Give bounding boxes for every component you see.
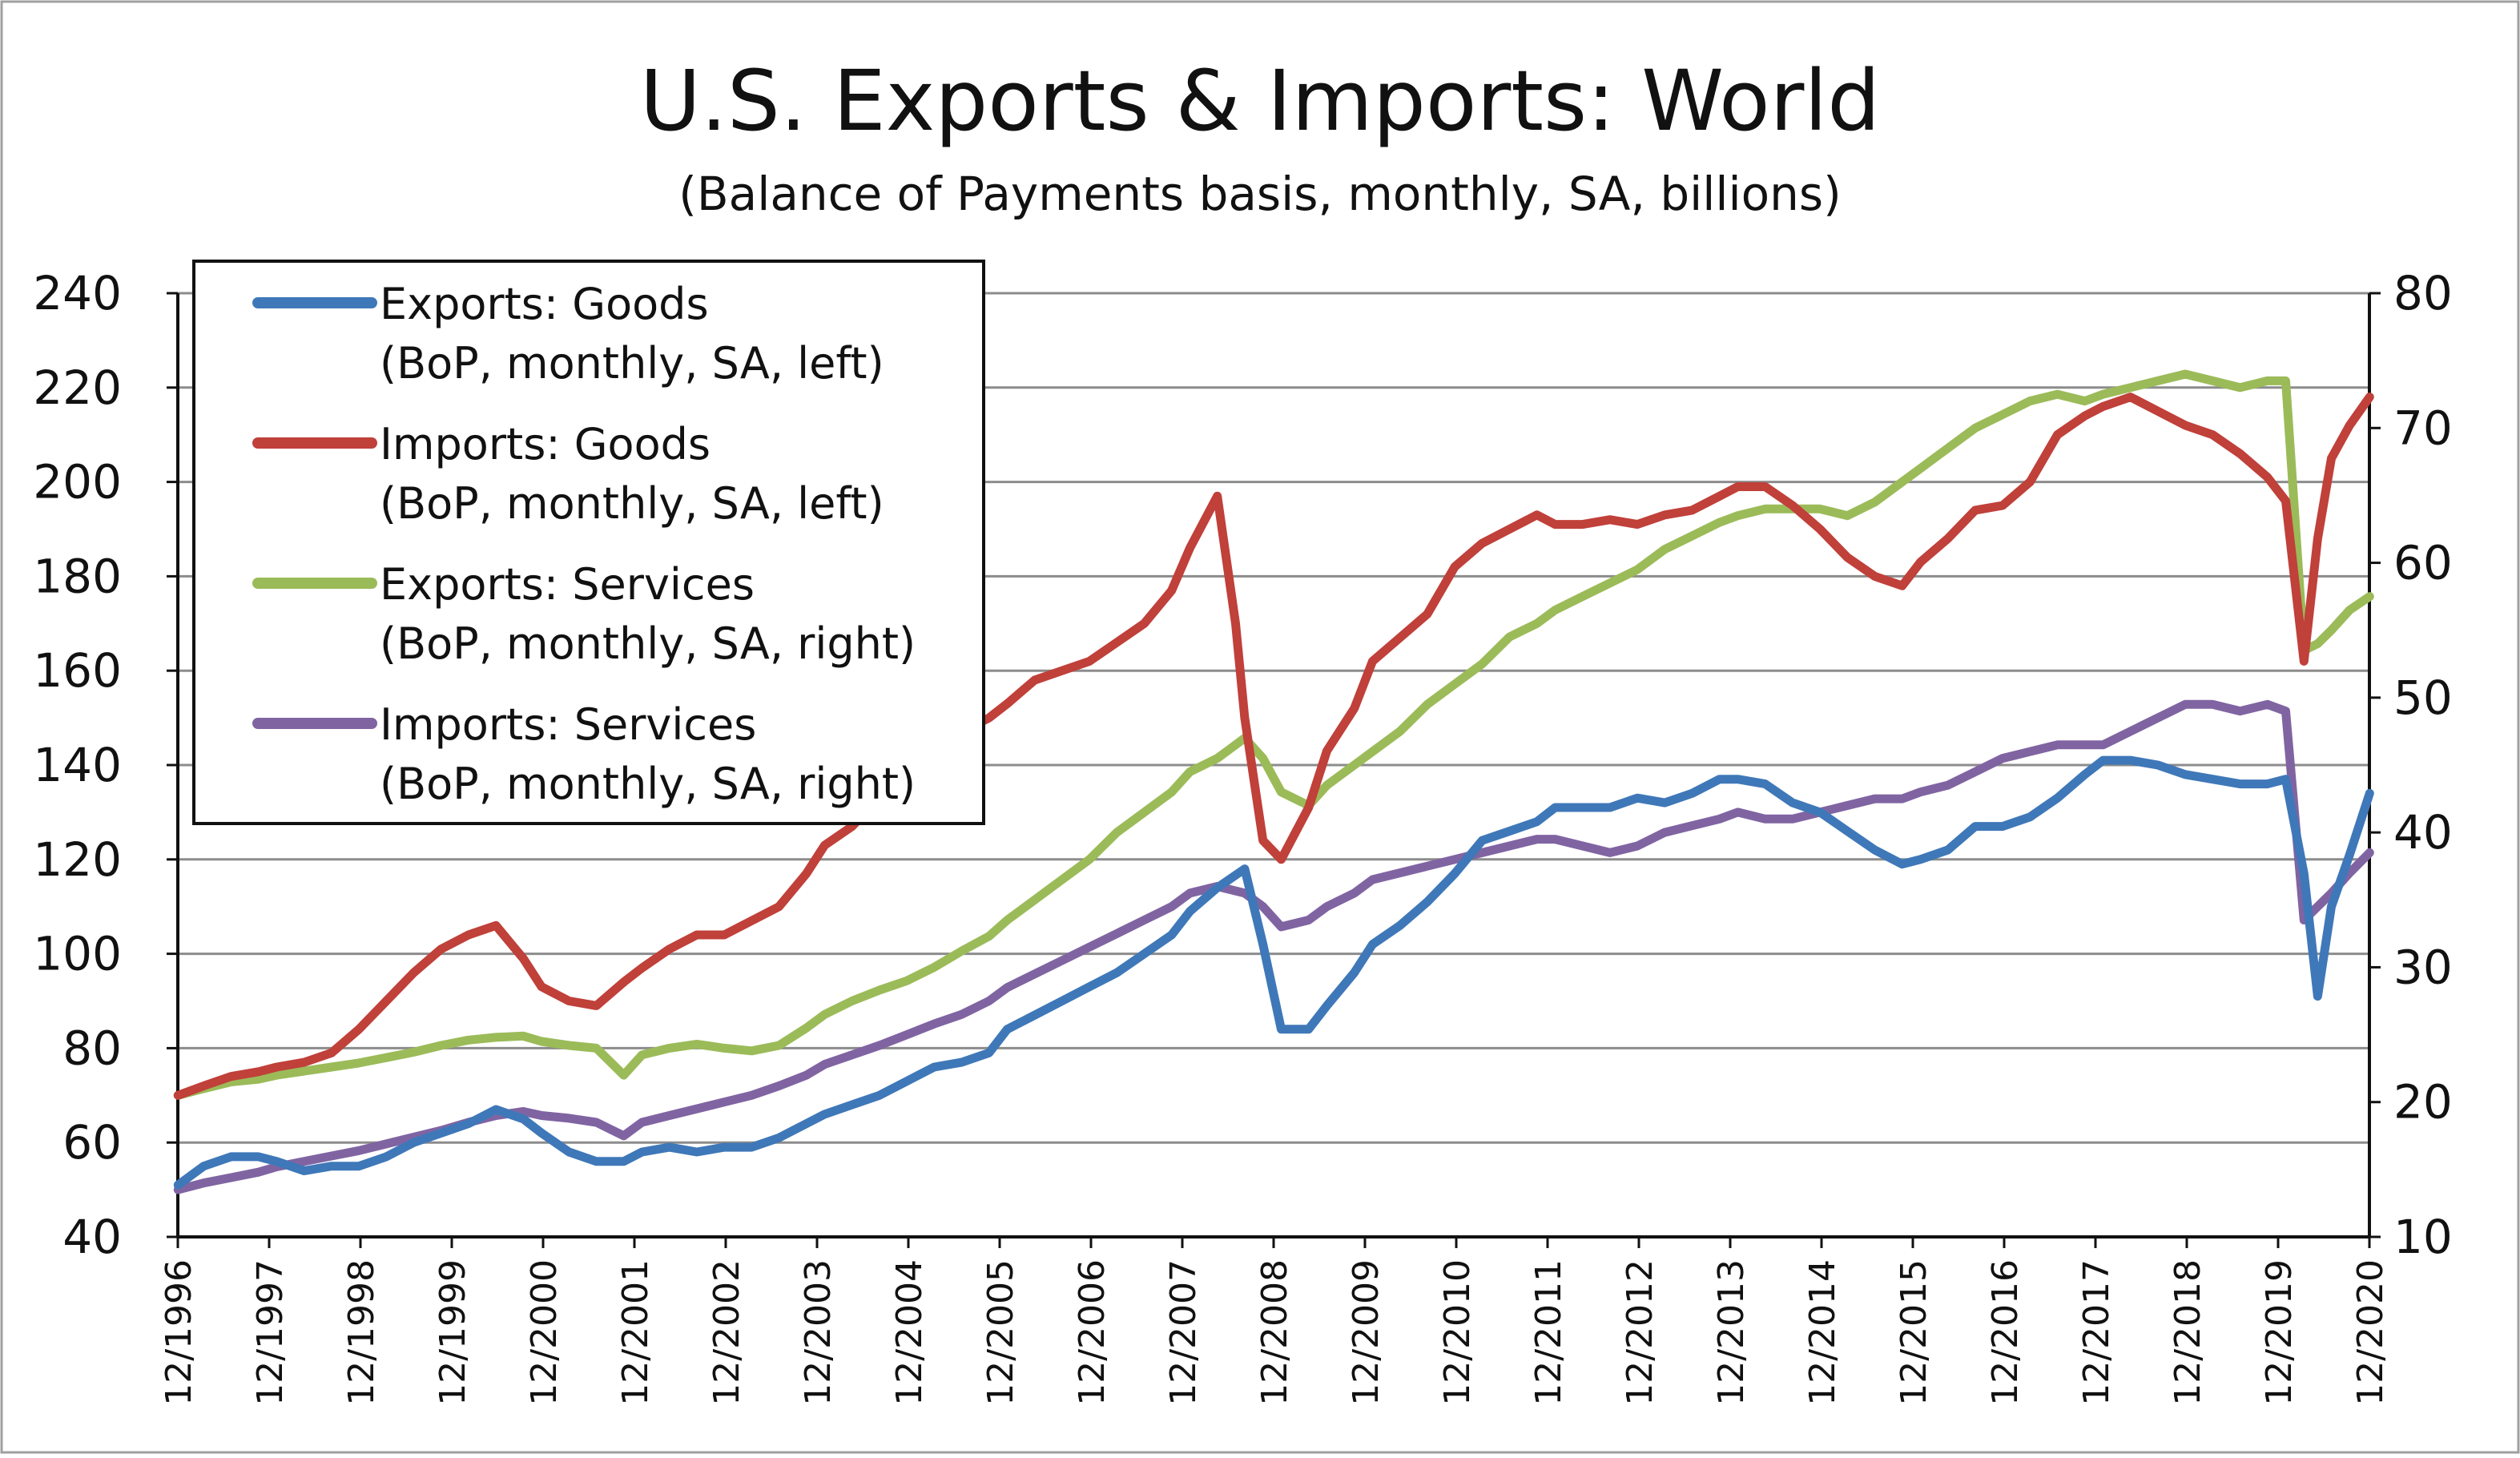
x-tick-label: 12/2005 (980, 1259, 1021, 1406)
legend-sublabel-imports-goods: (BoP, monthly, SA, left) (380, 478, 884, 529)
x-tick-label: 12/2011 (1528, 1259, 1569, 1406)
left-axis-ticks: 40 60 80 100 120 140 160 180 200 220 240 (33, 266, 178, 1264)
x-tick-label: 12/2016 (1985, 1259, 2026, 1406)
right-tick-label: 50 (2393, 671, 2453, 725)
series-line-imports-services (173, 699, 2374, 1194)
right-axis-ticks: 10 20 30 40 50 60 70 80 (2369, 266, 2453, 1264)
left-tick-label: 120 (33, 832, 122, 887)
left-tick-label: 140 (33, 738, 122, 792)
x-tick-label: 12/2010 (1437, 1259, 1478, 1406)
legend-label-imports-services: Imports: Services (380, 699, 756, 750)
chart-subtitle: (Balance of Payments basis, monthly, SA,… (678, 167, 1841, 221)
legend-box (192, 260, 985, 825)
right-tick-label: 20 (2393, 1075, 2453, 1130)
x-tick-label: 12/2017 (2076, 1259, 2117, 1406)
x-tick-label: 12/2014 (1802, 1259, 1843, 1406)
right-tick-label: 80 (2393, 266, 2453, 320)
series-lines (173, 369, 2374, 1194)
left-tick-label: 180 (33, 549, 122, 603)
x-tick-label: 12/1999 (433, 1259, 473, 1406)
x-tick-label: 12/2012 (1620, 1259, 1661, 1406)
x-tick-label: 12/2013 (1711, 1259, 1752, 1406)
x-tick-label: 12/2002 (706, 1259, 747, 1406)
left-tick-label: 80 (62, 1021, 122, 1075)
left-tick-label: 200 (33, 455, 122, 509)
x-tick-label: 12/1997 (250, 1259, 291, 1406)
x-tick-label: 12/2007 (1163, 1259, 1204, 1406)
x-tick-label: 12/2001 (615, 1259, 656, 1406)
x-tick-label: 12/2003 (798, 1259, 839, 1406)
right-tick-label: 70 (2393, 401, 2453, 455)
series-line-exports-goods (173, 755, 2374, 1190)
x-tick-label: 12/1998 (341, 1259, 382, 1406)
x-tick-label: 12/2020 (2350, 1259, 2391, 1406)
left-tick-label: 60 (62, 1115, 122, 1170)
x-tick-label: 12/2009 (1346, 1259, 1387, 1406)
left-tick-label: 220 (33, 360, 122, 415)
left-tick-label: 160 (33, 643, 122, 698)
chart-title: U.S. Exports & Imports: World (640, 52, 1881, 150)
left-tick-label: 40 (62, 1210, 122, 1264)
right-tick-label: 30 (2393, 940, 2453, 994)
left-tick-label: 240 (33, 266, 122, 320)
x-tick-label: 12/2006 (1072, 1259, 1113, 1406)
right-tick-label: 40 (2393, 805, 2453, 860)
x-axis-ticks: 12/1996 12/1997 12/1998 12/1999 12/2000 12/20… (159, 1237, 2391, 1406)
left-tick-label: 100 (33, 927, 122, 981)
series-line-exports-services (173, 369, 2374, 1100)
x-tick-label: 12/2000 (524, 1259, 565, 1406)
right-tick-label: 10 (2393, 1210, 2453, 1264)
x-tick-label: 12/2018 (2168, 1259, 2208, 1406)
series-line-imports-goods (173, 393, 2374, 1100)
legend-label-imports-goods: Imports: Goods (380, 419, 711, 469)
legend-label-exports-services: Exports: Services (380, 559, 755, 610)
x-tick-label: 12/1996 (159, 1259, 199, 1406)
legend-sublabel-imports-services: (BoP, monthly, SA, right) (380, 759, 916, 809)
legend-sublabel-exports-goods: (BoP, monthly, SA, left) (380, 338, 884, 389)
x-tick-label: 12/2008 (1254, 1259, 1295, 1406)
x-tick-label: 12/2019 (2259, 1259, 2300, 1406)
x-tick-label: 12/2004 (889, 1259, 930, 1406)
legend: Exports: Goods (BoP, monthly, SA, left) … (192, 260, 985, 825)
x-tick-label: 12/2015 (1894, 1259, 1934, 1406)
right-tick-label: 60 (2393, 536, 2453, 590)
legend-label-exports-goods: Exports: Goods (380, 279, 709, 329)
legend-sublabel-exports-services: (BoP, monthly, SA, right) (380, 618, 916, 669)
